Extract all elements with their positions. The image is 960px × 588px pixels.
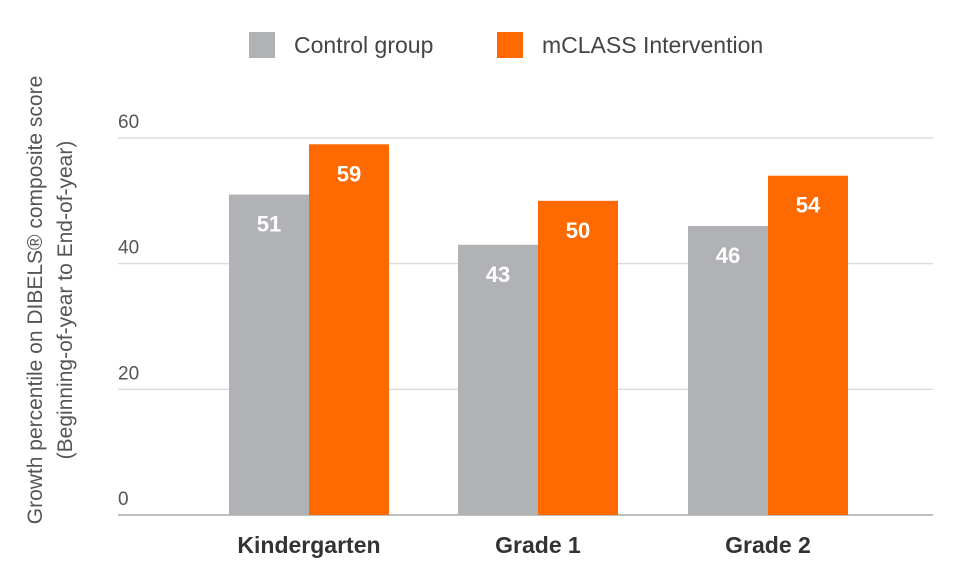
y-axis-title-line-2: (Beginning-of-year to End-of-year) <box>54 141 77 460</box>
y-axis-title-line-1: Growth percentile on DIBELS® composite s… <box>24 76 47 525</box>
category-label: Grade 2 <box>725 532 811 558</box>
bar-intervention <box>768 175 848 515</box>
data-label: 51 <box>257 212 281 237</box>
data-label: 50 <box>566 218 590 243</box>
data-label: 54 <box>796 193 821 218</box>
y-axis-title: Growth percentile on DIBELS® composite s… <box>24 76 77 525</box>
data-label: 59 <box>337 161 361 186</box>
bar-intervention <box>309 144 389 516</box>
category-labels: Kindergarten Grade 1 Grade 2 <box>237 532 810 558</box>
bar-intervention <box>538 200 618 516</box>
data-label: 43 <box>486 262 510 287</box>
legend: Control group mCLASS Intervention <box>249 32 763 58</box>
bar-control <box>229 194 309 516</box>
category-label: Kindergarten <box>237 532 380 558</box>
legend-label: Control group <box>294 32 433 58</box>
legend-swatch <box>249 32 275 58</box>
bars: 51 59 43 50 46 54 <box>229 144 848 516</box>
y-tick-label: 20 <box>118 363 139 384</box>
bar-control <box>458 244 538 516</box>
y-tick-label: 60 <box>118 112 139 133</box>
bar-control <box>688 225 768 515</box>
legend-swatch <box>497 32 523 58</box>
data-label: 46 <box>716 243 740 268</box>
y-tick-label: 40 <box>118 238 139 259</box>
y-tick-label: 0 <box>118 489 129 510</box>
legend-label: mCLASS Intervention <box>542 32 763 58</box>
y-tick-labels: 0 20 40 60 <box>118 112 139 510</box>
category-label: Grade 1 <box>495 532 581 558</box>
